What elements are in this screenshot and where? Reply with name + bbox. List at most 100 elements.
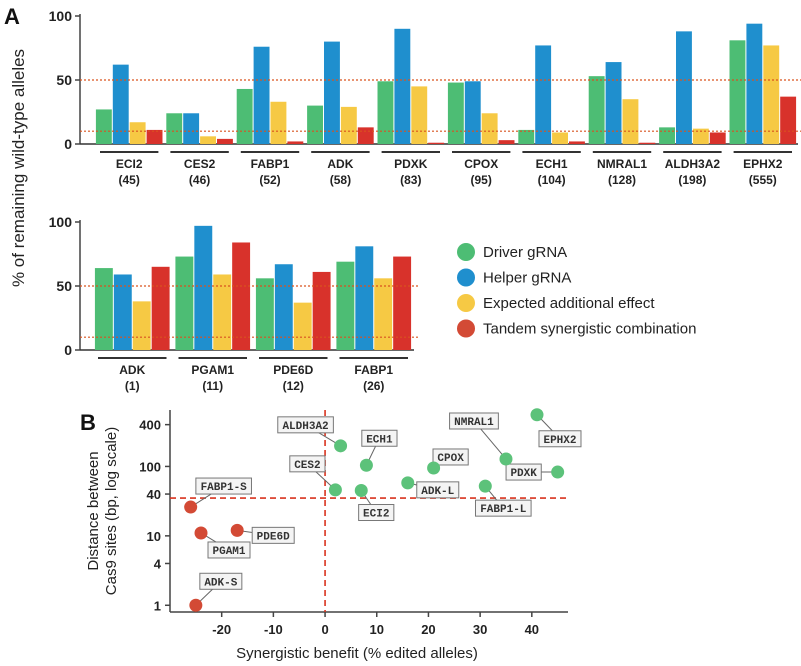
bar-nmral1-expected-additional-effect (622, 99, 639, 144)
point-label-adk-s: ADK-S (204, 577, 237, 589)
point-label-box-fabp1-s (195, 477, 252, 495)
legend-label: Expected additional effect (483, 295, 655, 312)
b-x-tick-label: 10 (370, 622, 384, 637)
bar-ech1-driver-grna (518, 129, 535, 144)
legend-marker (457, 268, 475, 287)
b-x-tick-label: -20 (212, 622, 231, 637)
category-label: PDXK (394, 157, 428, 171)
bar-ephx2-driver-grna (729, 40, 746, 144)
b-y-tick-label: 40 (147, 487, 161, 502)
bar-pdxk-driver-grna (377, 81, 394, 144)
bar-ech1-expected-additional-effect (552, 132, 568, 144)
bar-eci2-tandem-synergistic-combination (146, 129, 163, 144)
bar-pgam1-tandem-synergistic-combination (232, 242, 251, 350)
point-label-box-eci2 (358, 504, 395, 522)
category-label: CES2 (184, 157, 216, 171)
bar-adk-expected-additional-effect (340, 106, 357, 144)
b-y-tick-label: 10 (147, 529, 161, 544)
bar-adk-driver-grna (94, 268, 113, 350)
bar-ces2-helper-grna (183, 113, 200, 144)
y-tick-label: 100 (49, 214, 73, 230)
point-adk-s (189, 598, 203, 612)
point-ces2 (328, 483, 342, 497)
category-label: CPOX (464, 157, 498, 171)
point-label-box-aldh3a2 (277, 416, 334, 434)
legend-marker (457, 294, 475, 312)
shared-y-axis-label: % of remaining wild-type alleles (9, 49, 28, 287)
point-nmral1 (499, 452, 513, 466)
category-label: ECH1 (536, 157, 568, 171)
point-label-box-pde6d (251, 526, 295, 544)
category-label: ECI2 (116, 157, 143, 171)
category-label: PGAM1 (191, 363, 234, 377)
b-x-tick-label: -10 (264, 622, 283, 637)
bar-fabp1-driver-grna (336, 261, 355, 350)
point-label-box-fabp1-l (474, 499, 532, 517)
point-ech1 (359, 458, 373, 472)
point-label-box-adk-l (416, 481, 460, 499)
category-sublabel: (198) (678, 173, 706, 187)
bar-eci2-helper-grna (112, 64, 129, 144)
point-label-pdxk: PDXK (510, 468, 537, 480)
category-sublabel: (46) (189, 173, 210, 187)
bar-fabp1-driver-grna (236, 88, 253, 144)
category-label: PDE6D (273, 363, 313, 377)
bar-adk-helper-grna (324, 41, 340, 144)
category-label: NMRAL1 (597, 157, 647, 171)
bar-adk-tandem-synergistic-combination (357, 127, 374, 144)
point-label-cpox: CPOX (437, 453, 464, 465)
category-label: FABP1 (354, 363, 393, 377)
bar-eci2-expected-additional-effect (129, 122, 146, 144)
category-sublabel: (83) (400, 173, 421, 187)
point-label-nmral1: NMRAL1 (454, 417, 494, 429)
category-sublabel: (58) (330, 173, 351, 187)
bar-ephx2-expected-additional-effect (763, 45, 780, 144)
point-label-box-pdxk (505, 463, 542, 481)
bar-aldh3a2-helper-grna (676, 31, 692, 144)
panel-a-label: A (4, 4, 20, 29)
category-sublabel: (12) (283, 379, 304, 393)
category-sublabel: (104) (538, 173, 566, 187)
bar-pde6d-expected-additional-effect (293, 302, 312, 350)
bar-aldh3a2-driver-grna (659, 127, 676, 144)
category-label: ALDH3A2 (665, 157, 721, 171)
category-sublabel: (52) (259, 173, 280, 187)
point-label-box-pgam1 (207, 541, 251, 559)
point-label-box-ech1 (361, 429, 398, 447)
bar-nmral1-tandem-synergistic-combination (639, 142, 656, 144)
bar-adk-tandem-synergistic-combination (151, 266, 170, 350)
chart-a-top: 0 50 100 ECI2 (45) CES2 (46) FABP1 (52) ADK (58) PD… (49, 8, 801, 187)
b-y-axis-title-line1: Distance between (85, 451, 102, 570)
legend-marker (457, 243, 475, 261)
bar-cpox-helper-grna (464, 81, 481, 144)
chart-a-bottom: 0 50 100 ADK (1) PGAM1 (11) PDE6D (12) FABP1 (26) (49, 214, 418, 393)
bar-nmral1-driver-grna (588, 76, 605, 144)
bar-ech1-tandem-synergistic-combination (568, 141, 585, 144)
point-label-eci2: ECI2 (363, 509, 389, 521)
bar-ephx2-helper-grna (746, 23, 763, 144)
legend-label: Helper gRNA (483, 270, 571, 287)
point-label-pgam1: PGAM1 (213, 546, 246, 558)
category-sublabel: (555) (749, 173, 777, 187)
bar-fabp1-expected-additional-effect (374, 278, 393, 350)
bar-fabp1-expected-additional-effect (270, 101, 287, 144)
point-aldh3a2 (334, 439, 348, 453)
point-label-box-nmral1 (449, 412, 499, 430)
point-fabp1-s (184, 500, 198, 514)
category-sublabel: (26) (363, 379, 384, 393)
b-x-tick-label: 30 (473, 622, 487, 637)
bar-fabp1-tandem-synergistic-combination (287, 141, 304, 144)
legend-marker (457, 319, 475, 338)
point-label-ech1: ECH1 (366, 434, 393, 446)
y-tick-label: 0 (64, 136, 72, 152)
bar-cpox-driver-grna (447, 82, 464, 144)
point-label-fabp1-s: FABP1-S (201, 482, 248, 494)
point-label-box-ephx2 (538, 430, 582, 448)
point-label-box-cpox (432, 448, 469, 466)
point-eci2 (354, 484, 368, 498)
point-label-box-adk-s (199, 572, 243, 590)
bar-cpox-expected-additional-effect (481, 113, 498, 144)
b-y-tick-label: 1 (154, 598, 161, 613)
bar-pgam1-helper-grna (194, 225, 213, 350)
category-sublabel: (11) (202, 379, 223, 393)
